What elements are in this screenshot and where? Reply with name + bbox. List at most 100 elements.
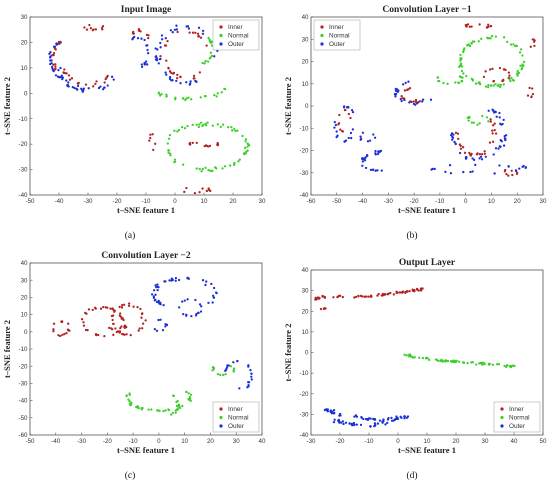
- inner-point: [199, 36, 203, 39]
- outer-point: [247, 381, 251, 384]
- outer-point: [494, 147, 498, 150]
- normal-point: [502, 83, 505, 86]
- outer-point: [360, 137, 363, 140]
- outer-point: [373, 418, 377, 421]
- inner-point: [401, 290, 404, 293]
- inner-point: [85, 28, 89, 31]
- normal-point: [506, 40, 509, 43]
- outer-point: [227, 364, 230, 367]
- legend-marker-normal: [320, 33, 324, 38]
- outer-point: [110, 75, 114, 78]
- normal-point: [213, 93, 216, 97]
- inner-point: [167, 67, 170, 70]
- outer-point: [469, 170, 472, 174]
- inner-point: [62, 71, 66, 75]
- y-tick-label: 30: [302, 288, 309, 295]
- inner-point: [418, 100, 421, 103]
- outer-point: [152, 296, 156, 300]
- inner-point: [92, 85, 95, 88]
- normal-point: [440, 358, 443, 362]
- outer-point: [373, 136, 377, 139]
- outer-point: [152, 289, 156, 292]
- outer-point: [342, 106, 346, 109]
- inner-point: [52, 322, 56, 325]
- x-tick-label: 10: [181, 438, 188, 445]
- inner-point: [120, 306, 124, 309]
- inner-point: [504, 68, 507, 72]
- inner-point: [176, 77, 179, 80]
- x-tick-label: -50: [26, 438, 36, 445]
- normal-point: [459, 59, 462, 62]
- normal-point: [190, 98, 193, 101]
- outer-point: [59, 76, 62, 79]
- inner-point: [168, 70, 172, 73]
- x-axis-label: t–SNE feature 1: [117, 205, 175, 215]
- normal-point: [441, 360, 445, 363]
- outer-point: [153, 299, 157, 302]
- normal-point: [230, 126, 233, 129]
- outer-point: [348, 422, 351, 425]
- outer-point: [355, 415, 359, 418]
- outer-point: [369, 168, 373, 171]
- inner-point: [54, 63, 57, 66]
- outer-point: [52, 69, 55, 73]
- normal-point: [522, 64, 525, 67]
- outer-point: [154, 284, 157, 287]
- y-tick-label: 30: [21, 14, 28, 21]
- normal-point: [130, 401, 133, 404]
- inner-point: [112, 322, 115, 326]
- outer-point: [492, 109, 495, 113]
- inner-point: [61, 333, 64, 337]
- outer-point: [522, 164, 525, 168]
- outer-point: [232, 361, 235, 364]
- x-tick-label: 20: [514, 198, 521, 205]
- inner-point: [494, 132, 498, 135]
- normal-point: [451, 359, 455, 362]
- x-tick-label: -20: [103, 438, 113, 445]
- inner-point: [53, 68, 57, 71]
- normal-point: [462, 361, 465, 364]
- normal-point: [227, 126, 230, 129]
- x-tick-label: 20: [230, 198, 237, 205]
- normal-point: [203, 62, 206, 65]
- outer-point: [210, 282, 213, 286]
- inner-point: [114, 327, 117, 330]
- outer-point: [338, 414, 341, 417]
- outer-point: [175, 28, 179, 31]
- normal-point: [248, 144, 251, 147]
- normal-point: [460, 69, 464, 73]
- normal-point: [413, 356, 416, 359]
- figure-caption: (d): [406, 470, 417, 481]
- y-tick-label: -20: [19, 141, 29, 148]
- x-tick-label: 40: [259, 438, 266, 445]
- outer-point: [236, 359, 239, 363]
- normal-point: [496, 84, 499, 88]
- normal-point: [210, 44, 214, 47]
- outer-point: [247, 364, 250, 367]
- normal-point: [176, 130, 179, 133]
- x-axis-label: t–SNE feature 1: [398, 445, 456, 455]
- normal-point: [246, 145, 249, 148]
- x-tick-label: -30: [77, 438, 87, 445]
- outer-point: [159, 318, 162, 321]
- normal-point: [510, 365, 513, 368]
- outer-point: [147, 52, 150, 55]
- legend-label-outer: Outer: [329, 41, 346, 48]
- outer-point: [99, 85, 102, 88]
- normal-point: [457, 81, 460, 84]
- normal-point: [454, 360, 458, 364]
- inner-point: [400, 95, 403, 98]
- y-tick-label: 10: [21, 65, 28, 72]
- inner-point: [63, 332, 66, 336]
- x-tick-label: 0: [396, 438, 400, 445]
- normal-point: [177, 405, 180, 408]
- outer-point: [374, 149, 377, 153]
- inner-point: [198, 71, 202, 74]
- outer-point: [374, 169, 377, 172]
- x-tick-label: -20: [113, 198, 123, 205]
- outer-point: [169, 29, 173, 32]
- normal-point: [159, 94, 162, 97]
- outer-point: [406, 415, 410, 418]
